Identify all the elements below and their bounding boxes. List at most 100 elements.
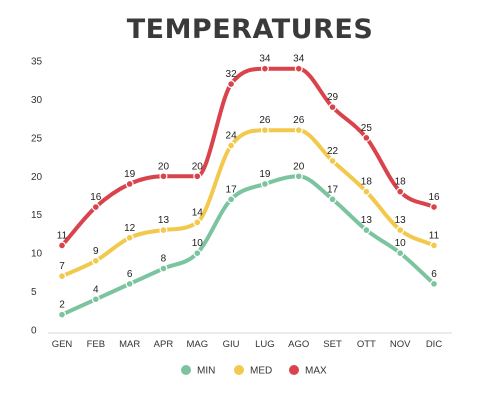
data-label-max: 16	[90, 192, 102, 203]
data-point-min	[227, 195, 236, 204]
data-label-min: 6	[431, 269, 437, 280]
series-med: 7 9 12 13 14 24 26 26 22 18 13 11	[57, 115, 440, 281]
x-tick-label: APR	[154, 339, 174, 350]
data-label-min: 17	[226, 184, 238, 195]
series-min: 2 4 6 8 10 17 19 20 17 13 10 6	[57, 161, 439, 319]
legend: MIN MED MAX	[181, 365, 327, 377]
y-tick-label: 15	[31, 210, 43, 221]
data-point-max	[260, 64, 269, 73]
x-tick-label: OTT	[357, 339, 376, 350]
data-point-med	[430, 241, 439, 250]
data-point-max	[430, 203, 439, 212]
y-tick-label: 10	[31, 249, 43, 260]
data-point-med	[159, 226, 168, 235]
data-point-med	[260, 126, 269, 135]
data-label-med: 11	[429, 230, 440, 241]
data-point-max	[227, 80, 236, 89]
legend-marker-max	[289, 365, 299, 375]
data-point-min	[260, 179, 269, 188]
legend-label-med: MED	[250, 366, 272, 377]
series-line-max	[60, 66, 436, 248]
x-tick-label: NOV	[390, 339, 411, 350]
legend-label-max: MAX	[305, 366, 327, 377]
data-label-med: 26	[293, 115, 305, 126]
data-label-med: 12	[124, 223, 136, 234]
data-label-max: 19	[124, 169, 136, 180]
data-label-med: 22	[327, 146, 339, 157]
data-label-med: 13	[158, 215, 170, 226]
data-point-med	[362, 187, 371, 196]
legend-marker-min	[181, 365, 191, 375]
y-tick-label: 5	[31, 287, 37, 298]
x-tick-label: AGO	[288, 339, 309, 350]
data-label-med: 7	[59, 261, 65, 272]
data-label-med: 24	[226, 131, 238, 142]
data-point-max	[159, 172, 168, 181]
data-point-med	[227, 141, 236, 150]
x-tick-label: MAR	[119, 339, 140, 350]
y-tick-label: 30	[31, 95, 43, 106]
x-tick-label: GIU	[223, 339, 240, 350]
data-label-max: 18	[395, 177, 407, 188]
data-point-med	[396, 226, 405, 235]
data-point-med	[328, 156, 337, 165]
x-tick-label: DIC	[426, 339, 443, 350]
data-label-med: 13	[395, 215, 407, 226]
x-tick-label: LUG	[255, 339, 275, 350]
data-point-max	[328, 103, 337, 112]
data-label-min: 4	[93, 284, 99, 295]
data-label-med: 26	[259, 115, 271, 126]
data-point-min	[159, 264, 168, 273]
x-axis: GEN FEB MAR APR MAG GIU LUG AGO SET OTT NOV DIC	[48, 332, 452, 350]
data-point-min	[125, 279, 134, 288]
data-label-min: 19	[259, 169, 271, 180]
data-label-med: 18	[361, 177, 373, 188]
data-label-med: 14	[192, 207, 204, 218]
y-tick-label: 25	[31, 133, 43, 144]
data-point-med	[193, 218, 202, 227]
data-label-max: 20	[158, 161, 170, 172]
data-point-max	[193, 172, 202, 181]
data-label-min: 8	[161, 254, 167, 265]
data-point-med	[125, 233, 134, 242]
data-point-max	[294, 64, 303, 73]
data-label-min: 6	[127, 269, 133, 280]
data-point-min	[328, 195, 337, 204]
data-point-max	[396, 187, 405, 196]
data-label-max: 32	[226, 69, 238, 80]
x-tick-label: SET	[323, 339, 342, 350]
data-label-max: 34	[259, 54, 271, 65]
y-axis: 0 5 10 15 20 25 30 35	[31, 57, 43, 337]
data-label-med: 9	[93, 246, 99, 257]
data-label-max: 20	[192, 161, 204, 172]
chart-title: TEMPERATURES	[126, 14, 374, 45]
data-point-min	[91, 295, 100, 304]
data-label-min: 10	[192, 238, 204, 249]
x-tick-label: FEB	[87, 339, 105, 350]
series-max: 11 16 19 20 20 32 34 34 29 25 18 16	[57, 54, 440, 250]
y-tick-label: 0	[31, 326, 37, 337]
x-tick-label: GEN	[52, 339, 73, 350]
data-point-max	[91, 203, 100, 212]
data-label-min: 17	[327, 184, 339, 195]
y-tick-label: 20	[31, 172, 43, 183]
data-point-min	[294, 172, 303, 181]
data-label-max: 34	[293, 54, 305, 65]
data-label-min: 13	[361, 215, 373, 226]
legend-label-min: MIN	[197, 366, 215, 377]
data-point-min	[193, 249, 202, 258]
legend-marker-med	[234, 365, 244, 375]
data-point-max	[125, 179, 134, 188]
data-point-max	[362, 133, 371, 142]
data-point-min	[362, 226, 371, 235]
data-point-med	[294, 126, 303, 135]
data-label-max: 25	[361, 123, 373, 134]
data-point-min	[57, 310, 66, 319]
data-point-max	[57, 241, 66, 250]
y-tick-label: 35	[31, 57, 43, 68]
series-line-med	[60, 128, 436, 279]
data-label-max: 29	[327, 92, 339, 103]
